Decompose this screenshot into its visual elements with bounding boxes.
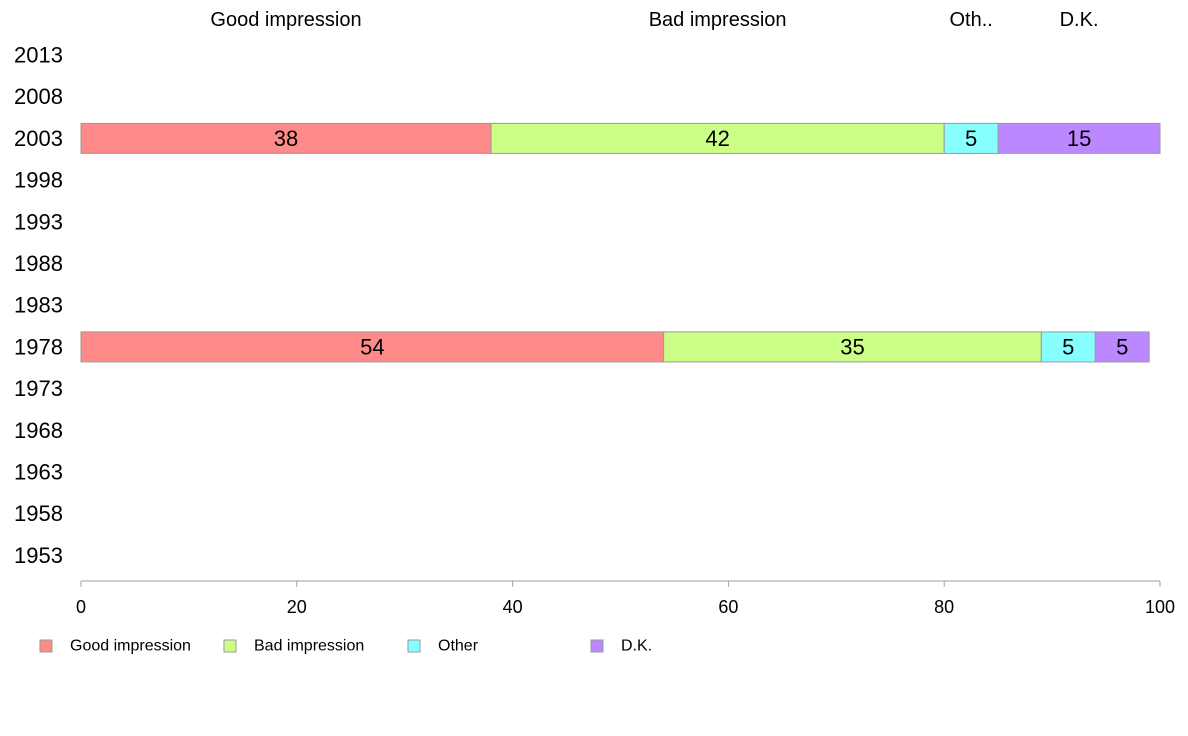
year-label: 2003 [14, 126, 63, 151]
x-tick-label: 60 [718, 597, 738, 617]
bar-value-label: 38 [274, 126, 298, 151]
legend-swatch [590, 639, 604, 653]
year-label: 1978 [14, 334, 63, 359]
x-axis: 0 20 40 60 80 100 [76, 580, 1175, 617]
year-label: 1953 [14, 543, 63, 568]
bars-area: 38 42 5 15 54 35 5 5 [80, 122, 1161, 363]
bar-value-label: 5 [1116, 334, 1128, 359]
column-header: Bad impression [649, 9, 787, 31]
x-tick-label: 100 [1145, 597, 1175, 617]
bar-value-label: 35 [840, 334, 864, 359]
bar-value-label: 54 [360, 334, 384, 359]
column-headers: Good impression Bad impression Oth.. D.K. [210, 9, 1098, 31]
legend-label: Good impression [70, 638, 191, 655]
x-tick-label: 20 [287, 597, 307, 617]
bar-segment [490, 122, 945, 154]
x-tick-label: 0 [76, 597, 86, 617]
column-header: Good impression [210, 9, 361, 31]
legend-swatch [407, 639, 421, 653]
year-label: 1963 [14, 460, 63, 485]
year-label: 1998 [14, 168, 63, 193]
legend-label: Bad impression [254, 638, 364, 655]
column-header: Oth.. [949, 9, 992, 31]
bar-segment [663, 331, 1042, 363]
bar-value-label: 15 [1067, 126, 1091, 151]
year-label: 1993 [14, 209, 63, 234]
year-label: 1973 [14, 376, 63, 401]
bar-segment [1094, 331, 1150, 363]
year-label: 2013 [14, 43, 63, 68]
legend-swatch [39, 639, 53, 653]
year-label: 2008 [14, 84, 63, 109]
year-label: 1983 [14, 293, 63, 318]
year-label: 1988 [14, 251, 63, 276]
bar-value-label: 42 [705, 126, 729, 151]
legend: Good impression Bad impression Other D.K. [39, 638, 652, 655]
x-tick-label: 40 [503, 597, 523, 617]
legend-label: Other [438, 638, 479, 655]
bar-value-label: 5 [1062, 334, 1074, 359]
bar-value-label: 5 [965, 126, 977, 151]
bar-segment [1040, 331, 1096, 363]
legend-swatch [223, 639, 237, 653]
legend-label: D.K. [621, 638, 652, 655]
year-labels: 2013 2008 2003 1998 1993 1988 1983 1978 1973 1968… [14, 43, 63, 568]
bar-segment [943, 122, 999, 154]
bar-segment [997, 122, 1161, 154]
x-tick-label: 80 [934, 597, 954, 617]
year-label: 1968 [14, 418, 63, 443]
column-header: D.K. [1060, 9, 1099, 31]
year-label: 1958 [14, 501, 63, 526]
bar-segment [80, 331, 665, 363]
bar-segment [80, 122, 492, 154]
